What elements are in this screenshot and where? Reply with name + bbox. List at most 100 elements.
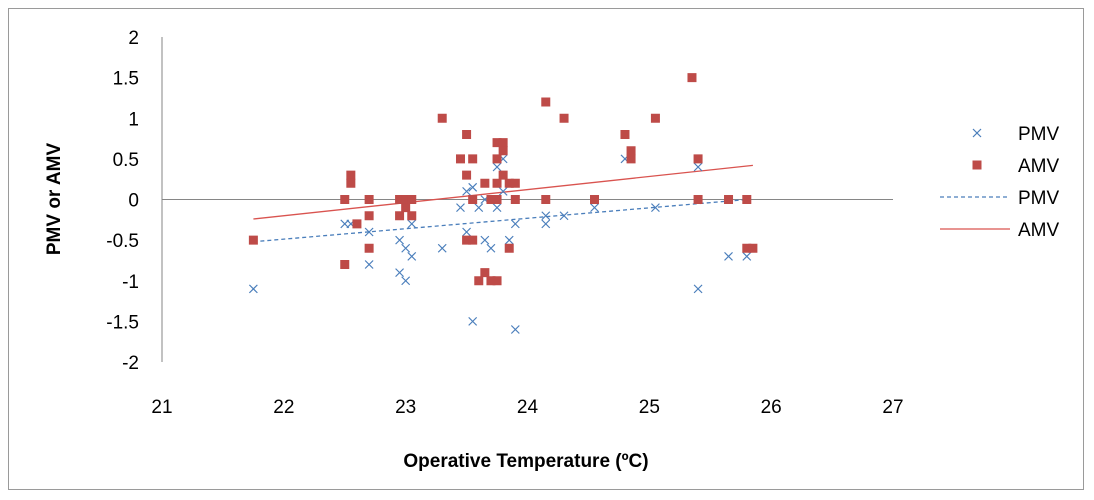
- y-tick-label: -1: [122, 272, 139, 293]
- legend-item-pmv-points: PMV: [972, 124, 1060, 145]
- y-tick-label: 2: [128, 28, 139, 49]
- amv-point: [486, 195, 496, 204]
- amv-point: [248, 235, 258, 245]
- pmv-point: [724, 251, 733, 261]
- amv-point: [364, 195, 374, 204]
- pmv-point: [742, 251, 752, 261]
- trendline-pmv-line: [253, 198, 747, 243]
- amv-point: [401, 195, 411, 204]
- pmv-point: [401, 243, 411, 253]
- amv-point: [395, 211, 405, 221]
- series-amv: [248, 73, 758, 286]
- pmv-point: [437, 243, 447, 253]
- x-tick-label: 25: [639, 397, 660, 418]
- pmv-point: [462, 227, 472, 237]
- amv-point: [742, 195, 752, 204]
- amv-point: [559, 113, 569, 123]
- y-tick-label: 0: [128, 191, 139, 212]
- chart-frame: [8, 8, 1084, 490]
- pmv-point: [693, 284, 703, 294]
- amv-point: [364, 211, 374, 221]
- pmv-point: [401, 276, 411, 286]
- pmv-point: [456, 203, 465, 213]
- y-tick-label: 0.5: [113, 150, 139, 171]
- amv-point: [498, 146, 508, 156]
- y-tick-label: 1.5: [113, 69, 139, 90]
- pmv-point: [407, 219, 417, 229]
- amv-point: [468, 154, 478, 164]
- legend-item-pmv-trendline: PMV: [940, 188, 1060, 209]
- pmv-point: [492, 162, 502, 172]
- pmv-point: [364, 260, 374, 269]
- amv-point: [510, 178, 520, 188]
- amv-point: [620, 130, 630, 139]
- amv-point: [455, 154, 465, 164]
- amv-point: [541, 195, 551, 204]
- amv-point: [724, 195, 734, 204]
- legend-item-amv-trendline: AMV: [940, 220, 1060, 241]
- amv-point: [468, 235, 478, 245]
- legend-label: AMV: [1018, 156, 1060, 177]
- amv-point: [364, 243, 374, 253]
- legend-label: PMV: [1018, 188, 1060, 209]
- amv-point: [742, 243, 752, 253]
- x-tick-label: 27: [882, 397, 903, 418]
- x-axis-ticks: 21 22 23 24 25 26 27: [151, 397, 903, 418]
- amv-point: [650, 113, 660, 123]
- x-tick-label: 24: [517, 397, 539, 418]
- amv-point: [498, 138, 508, 148]
- amv-point: [626, 146, 636, 156]
- pmv-point: [510, 219, 520, 229]
- amv-point: [693, 195, 703, 204]
- amv-point: [504, 178, 514, 188]
- amv-point: [474, 276, 484, 286]
- pmv-point: [651, 203, 660, 213]
- amv-point: [626, 154, 636, 164]
- x-tick-label: 22: [273, 397, 294, 418]
- pmv-point: [486, 243, 496, 253]
- pmv-point: [693, 162, 703, 172]
- pmv-point: [510, 325, 520, 334]
- amv-point: [492, 154, 502, 164]
- legend-item-amv-points: AMV: [972, 156, 1060, 177]
- amv-point: [492, 276, 502, 286]
- amv-point: [468, 195, 478, 204]
- pmv-point: [498, 186, 508, 196]
- amv-point: [480, 268, 490, 278]
- amv-point: [480, 178, 490, 188]
- pmv-point: [407, 251, 417, 261]
- y-tick-label: -2: [122, 353, 139, 374]
- pmv-point: [395, 235, 404, 245]
- y-tick-label: -0.5: [106, 231, 139, 252]
- y-axis-ticks: 2 1.5 1 0.5 0 -0.5 -1 -1.5 -2: [106, 28, 139, 374]
- pmv-point: [364, 227, 374, 237]
- series-layer: [248, 73, 758, 334]
- pmv-point: [468, 316, 478, 326]
- amv-point: [407, 195, 417, 204]
- pmv-point: [541, 219, 551, 229]
- amv-point: [407, 211, 417, 221]
- legend-marker-x: [972, 128, 982, 138]
- pmv-point: [468, 182, 478, 192]
- trendline-pmv: [253, 198, 747, 243]
- pmv-point: [248, 284, 258, 294]
- amv-point: [462, 235, 472, 245]
- pmv-point: [492, 203, 502, 213]
- amv-point: [504, 243, 514, 253]
- pmv-point: [504, 235, 514, 245]
- y-tick-label: -1.5: [106, 312, 139, 333]
- legend-marker-square: [972, 160, 982, 170]
- amv-point: [748, 243, 758, 253]
- pmv-point: [541, 211, 551, 221]
- pmv-point: [395, 268, 404, 278]
- amv-point: [498, 170, 508, 180]
- pmv-point: [474, 203, 484, 213]
- amv-point: [395, 195, 405, 204]
- amv-point: [401, 203, 411, 213]
- amv-point: [462, 170, 472, 180]
- amv-point: [541, 97, 551, 107]
- pmv-point: [462, 186, 472, 196]
- x-tick-label: 23: [395, 397, 416, 418]
- pmv-point: [480, 235, 490, 245]
